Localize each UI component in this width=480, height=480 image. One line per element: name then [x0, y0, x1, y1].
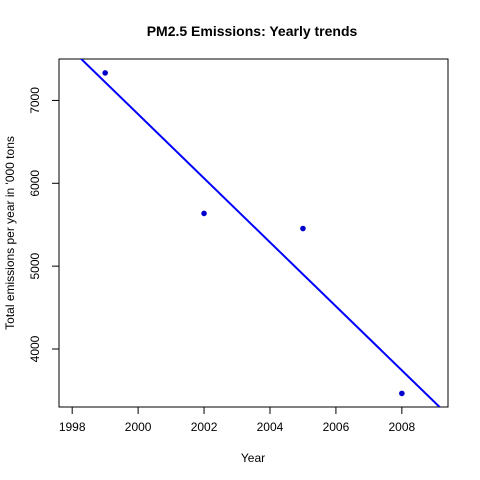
- x-axis-label: Year: [241, 451, 265, 465]
- x-tick-label: 2002: [191, 420, 218, 434]
- data-point: [201, 210, 207, 217]
- data-point: [102, 70, 108, 76]
- x-tick-label: 2008: [388, 420, 415, 434]
- y-tick-label: 5000: [28, 252, 42, 279]
- x-axis: 1998 2000 2002 2004 2006 2008: [59, 406, 416, 434]
- trend-line: [79, 59, 442, 407]
- data-point: [399, 390, 405, 397]
- chart-title: PM2.5 Emissions: Yearly trends: [147, 23, 358, 39]
- plot-area: [79, 59, 442, 407]
- x-tick-label: 2006: [323, 420, 350, 434]
- y-axis-label: Total emissions per year in '000 tons: [3, 136, 17, 330]
- y-axis: 4000 5000 6000 7000: [28, 87, 60, 362]
- data-point: [300, 225, 306, 232]
- x-tick-label: 2000: [125, 420, 152, 434]
- x-tick-label: 2004: [257, 420, 284, 434]
- y-tick-label: 4000: [28, 335, 42, 362]
- y-tick-label: 6000: [28, 170, 42, 197]
- x-tick-label: 1998: [59, 420, 86, 434]
- plot-frame: [58, 58, 449, 408]
- y-tick-label: 7000: [28, 87, 42, 114]
